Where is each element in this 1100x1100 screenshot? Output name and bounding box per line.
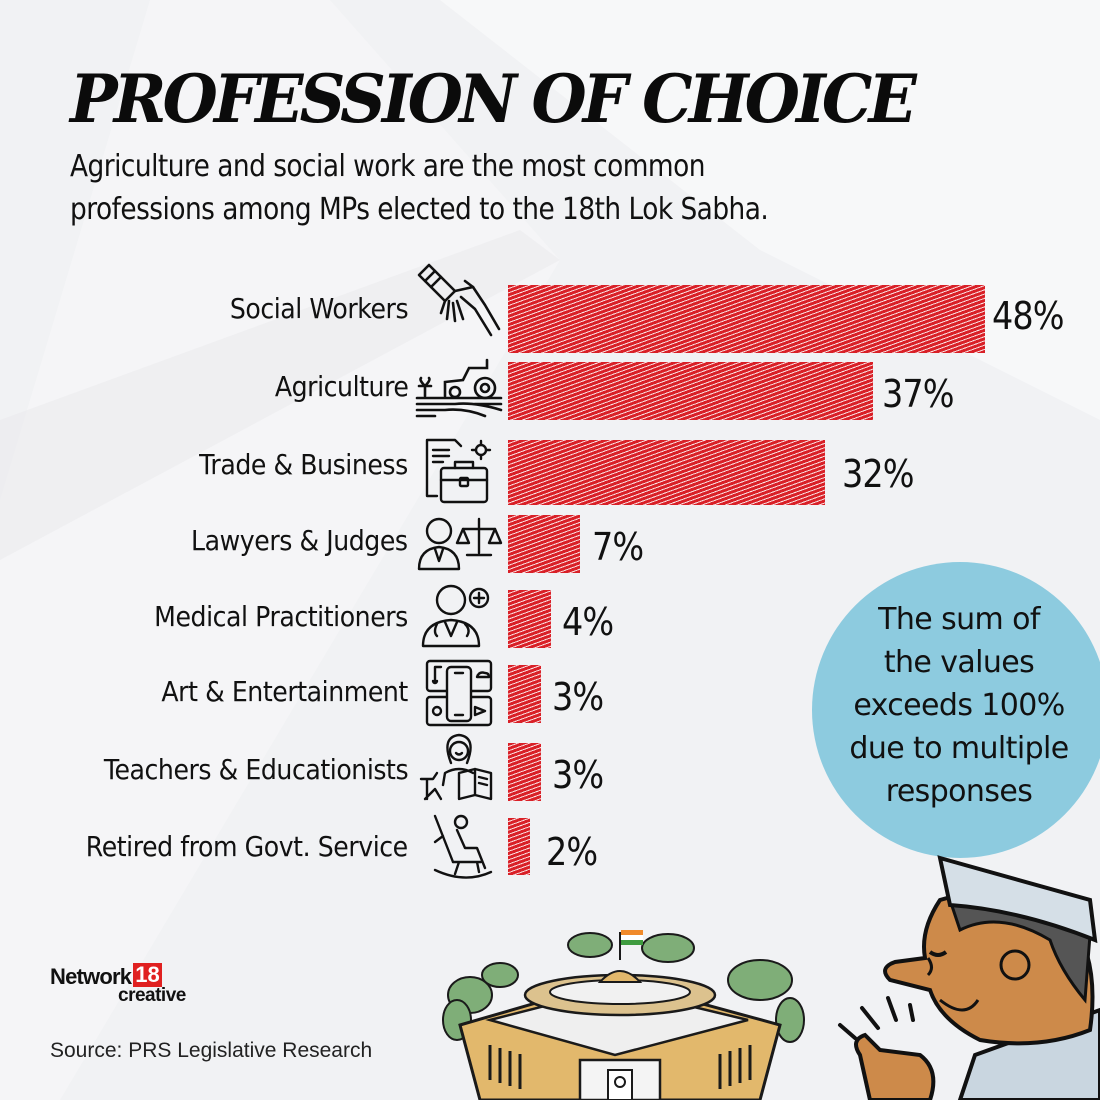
row-label: Lawyers & Judges bbox=[191, 524, 408, 557]
row-label: Social Workers bbox=[229, 292, 409, 325]
chart-row-art-entertainment: Art & Entertainment 3% bbox=[0, 659, 1100, 727]
logo-subtext: creative bbox=[118, 985, 186, 1006]
bar-art-entertainment bbox=[508, 665, 541, 723]
bar-social-workers bbox=[508, 285, 985, 353]
handshake-icon bbox=[417, 263, 501, 337]
row-label: Retired from Govt. Service bbox=[86, 830, 408, 863]
network18-creative-logo: Network 18 creative bbox=[50, 962, 186, 1007]
parliament-building-illustration bbox=[442, 930, 805, 1100]
chart-row-social-workers: Social Workers 48% bbox=[0, 263, 1100, 358]
teacher-book-icon bbox=[419, 733, 493, 801]
note-text: The sum of the values exceeds 100% due t… bbox=[834, 598, 1084, 813]
chart-row-lawyers-judges: Lawyers & Judges 7% bbox=[0, 513, 1100, 575]
row-label: Agriculture bbox=[274, 370, 408, 403]
bar-medical-practitioners bbox=[508, 590, 551, 648]
value-label: 2% bbox=[546, 830, 598, 874]
value-label: 48% bbox=[992, 294, 1065, 338]
note-line: The sum of bbox=[878, 602, 1040, 637]
logo-number-badge: 18 bbox=[133, 962, 162, 987]
value-label: 3% bbox=[552, 753, 604, 797]
briefcase-document-icon bbox=[425, 438, 492, 504]
chart-row-medical-practitioners: Medical Practitioners 4% bbox=[0, 584, 1100, 650]
chart-row-teachers-educationists: Teachers & Educationists 3% bbox=[0, 733, 1100, 803]
subtitle-line-1: Agriculture and social work are the most… bbox=[70, 149, 705, 184]
value-label: 4% bbox=[562, 600, 614, 644]
row-label: Trade & Business bbox=[199, 448, 408, 481]
bar-chart: Social Workers 48% Agriculture 37% Trade… bbox=[0, 263, 1100, 879]
bar-lawyers-judges bbox=[508, 515, 580, 573]
note-line: the values bbox=[883, 645, 1035, 680]
value-label: 32% bbox=[842, 452, 915, 496]
value-label: 7% bbox=[592, 525, 644, 569]
note-bubble bbox=[812, 562, 1100, 858]
row-label: Art & Entertainment bbox=[161, 675, 409, 708]
doctor-icon bbox=[421, 584, 490, 648]
value-label: 3% bbox=[552, 675, 604, 719]
politician-cartoon-illustration bbox=[838, 855, 1100, 1100]
bar-retired-govt bbox=[508, 818, 530, 875]
page-subtitle: Agriculture and social work are the most… bbox=[70, 145, 769, 231]
bar-trade-business bbox=[508, 440, 825, 505]
subtitle-line-2: professions among MPs elected to the 18t… bbox=[70, 192, 769, 227]
note-line: due to multiple bbox=[849, 731, 1069, 766]
bar-agriculture bbox=[508, 362, 873, 420]
bar-teachers-educationists bbox=[508, 743, 541, 801]
person-scales-icon bbox=[417, 517, 503, 571]
chart-row-agriculture: Agriculture 37% bbox=[0, 358, 1100, 422]
value-label: 37% bbox=[882, 372, 955, 416]
note-line: exceeds 100% bbox=[853, 688, 1065, 723]
rocking-chair-icon bbox=[433, 814, 493, 879]
page-title: PROFESSION OF CHOICE bbox=[70, 60, 917, 138]
media-phone-icon bbox=[425, 659, 493, 727]
chart-row-retired-govt: Retired from Govt. Service 2% bbox=[0, 814, 1100, 879]
note-line: responses bbox=[885, 774, 1033, 809]
source-credit: Source: PRS Legislative Research bbox=[50, 1039, 373, 1062]
tractor-field-icon bbox=[415, 358, 503, 418]
row-label: Medical Practitioners bbox=[154, 600, 408, 633]
chart-row-trade-business: Trade & Business 32% bbox=[0, 438, 1100, 508]
logo-wordmark: Network bbox=[50, 964, 132, 989]
row-label: Teachers & Educationists bbox=[103, 753, 409, 786]
